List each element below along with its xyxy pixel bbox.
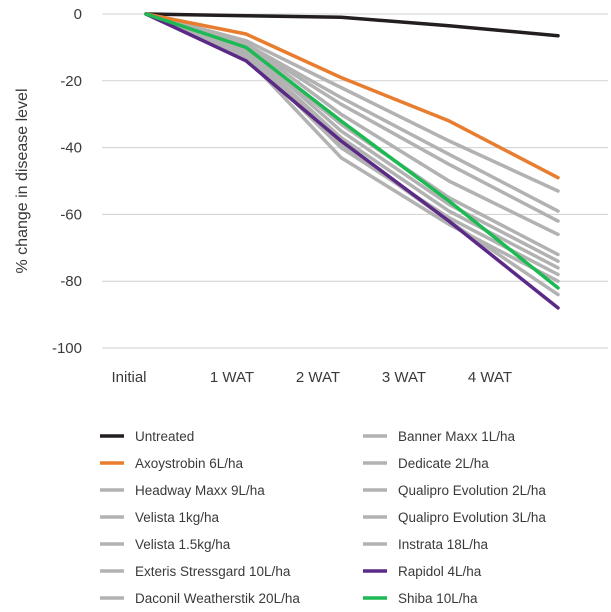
series-line-5 — [144, 12, 560, 223]
x-tick-label: 1 WAT — [210, 369, 254, 386]
series-line-2 — [144, 12, 560, 180]
series-line-8 — [144, 12, 560, 277]
series-line-1 — [144, 12, 560, 38]
legend-label: Axoystrobin 6L/ha — [135, 456, 244, 471]
series-line-11 — [144, 12, 560, 257]
series-line-14 — [144, 12, 560, 290]
legend-label: Dedicate 2L/ha — [398, 456, 489, 471]
legend-label: Qualipro Evolution 3L/ha — [398, 510, 546, 525]
x-tick-label: Initial — [111, 369, 146, 386]
series-line-12 — [144, 12, 560, 297]
x-tick-label: 4 WAT — [468, 369, 512, 386]
legend-label: Rapidol 4L/ha — [398, 564, 482, 579]
legend-label: Exteris Stressgard 10L/ha — [135, 564, 291, 579]
y-tick-label: 0 — [74, 6, 82, 23]
y-axis-title: % change in disease level — [14, 88, 31, 273]
legend-label: Velista 1.5kg/ha — [135, 537, 231, 552]
y-tick-label: -20 — [60, 73, 82, 90]
y-tick-label: -60 — [60, 206, 82, 223]
legend-label: Shiba 10L/ha — [398, 591, 478, 606]
legend-label: Headway Maxx 9L/ha — [135, 483, 265, 498]
y-tick-label: -80 — [60, 273, 82, 290]
series-lines — [144, 12, 560, 310]
y-axis-ticks: 0 -20 -40 -60 -80 -100 — [52, 6, 82, 357]
legend-label: Velista 1kg/ha — [135, 510, 220, 525]
series-line-9 — [144, 12, 560, 283]
legend-label: Banner Maxx 1L/ha — [398, 429, 516, 444]
legend-label: Daconil Weatherstik 20L/ha — [135, 591, 300, 606]
series-line-3 — [144, 12, 560, 193]
series-line-13 — [144, 12, 560, 310]
legend-label: Untreated — [135, 429, 194, 444]
y-tick-label: -40 — [60, 140, 82, 157]
y-tick-label: -100 — [52, 340, 82, 357]
legend-label: Instrata 18L/ha — [398, 537, 489, 552]
series-line-10 — [144, 12, 560, 237]
legend: Untreated Axoystrobin 6L/ha Headway Maxx 9… — [100, 429, 546, 606]
x-tick-label: 2 WAT — [296, 369, 340, 386]
x-tick-label: 3 WAT — [382, 369, 426, 386]
legend-label: Qualipro Evolution 2L/ha — [398, 483, 546, 498]
x-axis-ticks: Initial 1 WAT 2 WAT 3 WAT 4 WAT — [111, 369, 512, 386]
